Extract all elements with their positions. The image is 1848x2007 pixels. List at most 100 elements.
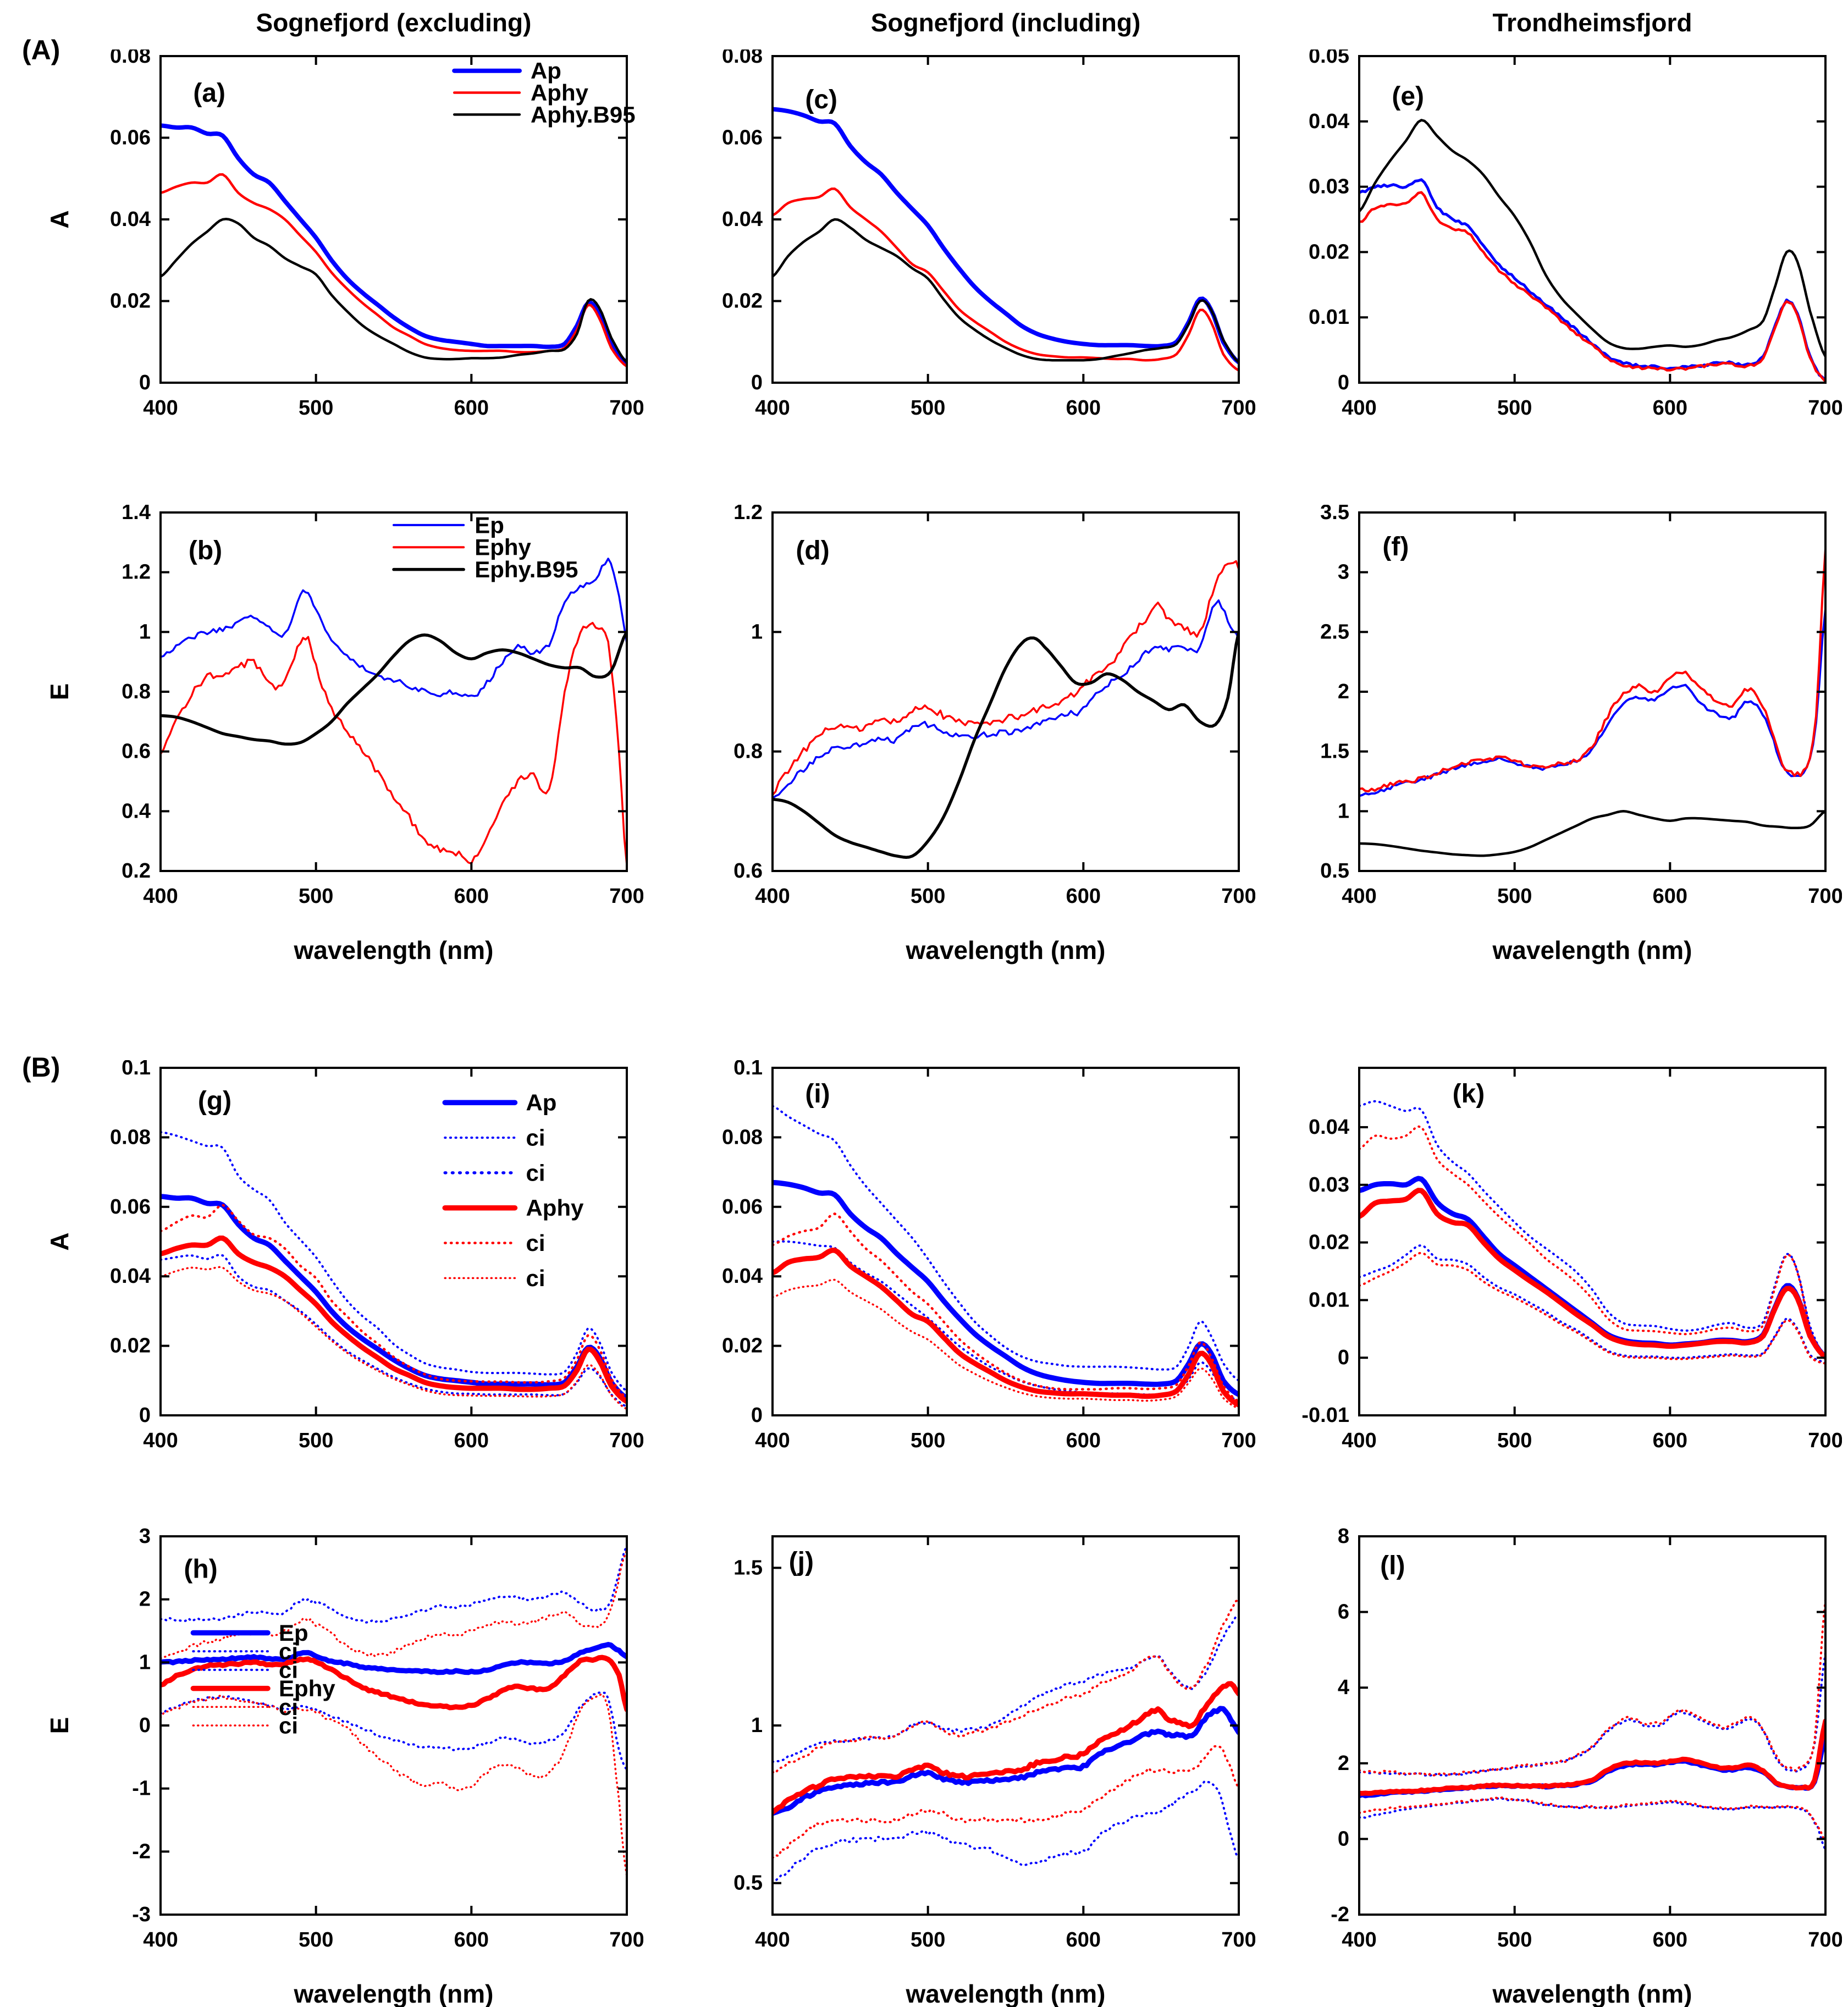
axes-box xyxy=(771,55,1240,384)
y-tick-label: -0.01 xyxy=(1301,1404,1349,1427)
series-group xyxy=(161,1131,627,1410)
series-Ap xyxy=(161,1194,627,1401)
series-group xyxy=(773,1105,1239,1410)
panel-g-absorption-ci-sognefjord-excluding: 400 500 600 700 0 0.02 0.04 0.06 0.08 0.1 A (g) Ap ci… xyxy=(27,1056,644,1484)
x-axis-label: wavelength (nm) xyxy=(1492,936,1692,964)
y-tick-label: 2.5 xyxy=(1320,620,1349,643)
panel-j-chart: 400 500 600 700 0.5 1 1.5 wavelength (nm) (j) xyxy=(733,1535,1256,2007)
y-tick-label: 0.08 xyxy=(110,1126,151,1149)
series-Ephy xyxy=(773,560,1239,796)
series-ci_upper_Ap xyxy=(1359,1100,1825,1358)
y-tick-label: 1 xyxy=(1338,800,1349,823)
legend-label: ci xyxy=(279,1713,298,1739)
x-tick-label: 700 xyxy=(609,885,643,908)
legend-label: Ap xyxy=(531,58,561,84)
legend-label: Aphy xyxy=(531,80,589,106)
series-ci_lower_Aphy xyxy=(773,1278,1239,1410)
y-tick-label: 0 xyxy=(751,1404,763,1427)
x-tick-label: 400 xyxy=(1342,396,1376,420)
y-tick-label: 0.6 xyxy=(122,740,151,763)
x-tick-label: 400 xyxy=(755,1928,790,1951)
y-axis-label: A xyxy=(45,210,74,228)
x-tick-label: 700 xyxy=(1221,396,1255,420)
series-ci_lower_Aphy xyxy=(161,1266,627,1410)
series-Ap xyxy=(161,123,627,365)
y-tick-label: 0.2 xyxy=(122,859,151,883)
series-Aphy xyxy=(1359,1188,1825,1360)
y-tick-label: 0.6 xyxy=(733,859,763,883)
panel-h-efficiency-ci-sognefjord-excluding: 400 500 600 700 -3 -2 -1 0 1 2 3 wavelength (nm) E (h… xyxy=(27,1525,644,2007)
x-axis-label: wavelength (nm) xyxy=(294,936,494,964)
y-tick-label: 4 xyxy=(1338,1676,1349,1699)
legend-label: ci xyxy=(526,1265,545,1291)
legend-label: ci xyxy=(279,1639,298,1664)
x-tick-label: 500 xyxy=(299,1928,333,1951)
y-tick-label: 0.01 xyxy=(1309,1288,1349,1311)
legend-label: ci xyxy=(279,1657,298,1683)
x-axis-label: wavelength (nm) xyxy=(906,936,1106,964)
y-tick-label: 1 xyxy=(139,620,151,643)
panel-letter: (k) xyxy=(1453,1079,1485,1109)
series-ci_upper_Ephy xyxy=(773,1598,1239,1774)
y-tick-label: 0.03 xyxy=(1309,175,1349,199)
series-group xyxy=(161,1543,627,1877)
panel-d-efficiency-sognefjord-including: 400 500 600 700 0.6 0.8 1 1.2 wavelength (nm) (d) xyxy=(639,501,1256,989)
series-ci_lower_Ephy xyxy=(773,1745,1239,1859)
series-group xyxy=(773,560,1239,859)
y-tick-label: 1.4 xyxy=(122,505,151,524)
axes-box xyxy=(1358,1535,1827,1916)
y-tick-label: 0 xyxy=(1338,371,1349,394)
y-tick-label: 0 xyxy=(139,1714,151,1737)
series-Ephy xyxy=(773,1681,1239,1815)
y-tick-label: 8 xyxy=(1338,1528,1349,1548)
y-tick-label: 0.04 xyxy=(722,208,763,231)
series-ci_upper_Aphy xyxy=(161,1204,627,1399)
y-tick-label: 0 xyxy=(1338,1346,1349,1369)
x-tick-label: 700 xyxy=(1808,885,1842,908)
series-Ep xyxy=(773,599,1239,800)
section-label-A: (A) xyxy=(22,35,60,65)
x-tick-label: 500 xyxy=(299,885,333,908)
y-tick-label: 0.02 xyxy=(110,290,151,313)
y-tick-label: 0.08 xyxy=(722,1126,763,1149)
x-tick-label: 500 xyxy=(911,1928,945,1951)
panel-a-absorption-sognefjord-excluding: 400 500 600 700 0 0.02 0.04 0.06 0.08 A (a) Ap Aphy A… xyxy=(27,45,644,451)
x-tick-label: 400 xyxy=(1342,885,1376,908)
panel-letter: (d) xyxy=(796,536,829,565)
y-tick-label: 0.02 xyxy=(722,290,763,313)
y-tick-label: 0.04 xyxy=(722,1265,763,1288)
series-group xyxy=(773,1598,1239,1884)
panel-letter: (j) xyxy=(789,1547,814,1576)
y-tick-label: 0.05 xyxy=(1309,49,1349,68)
series-Ep xyxy=(161,1642,627,1675)
y-tick-label: 0.04 xyxy=(1309,110,1349,133)
panel-f-chart: 400 500 600 700 0.5 1 1.5 2 2.5 3 3.5 wavelength (n… xyxy=(1320,501,1843,964)
y-tick-label: 0.4 xyxy=(122,800,151,823)
column-title-sognefjord-including: Sognefjord (including) xyxy=(870,8,1141,37)
series-ci_upper_Ap xyxy=(773,1105,1239,1382)
x-tick-label: 400 xyxy=(143,885,178,908)
x-tick-label: 600 xyxy=(454,396,489,420)
series-ci_upper_Ephy xyxy=(1359,1598,1825,1777)
x-tick-label: 700 xyxy=(1221,1928,1255,1951)
panel-k-absorption-ci-trondheimsfjord: 400 500 600 700 -0.01 0 0.01 0.02 0.03 0.04 (k) xyxy=(1226,1060,1843,1484)
y-tick-label: 1.5 xyxy=(1320,740,1349,763)
x-tick-label: 600 xyxy=(454,1429,489,1452)
y-tick-label: 0.02 xyxy=(1309,1231,1349,1254)
y-tick-label: 0.8 xyxy=(122,680,151,703)
legend-label: ci xyxy=(526,1230,545,1256)
axes-box xyxy=(1358,55,1827,384)
legend-label: Ephy xyxy=(475,534,531,560)
panel-letter: (c) xyxy=(805,85,837,114)
panel-letter: (e) xyxy=(1392,82,1424,111)
series-group xyxy=(161,123,627,368)
y-tick-label: 0.1 xyxy=(122,1060,151,1079)
series-ci_lower_Ephy xyxy=(1359,1796,1825,1843)
x-tick-label: 600 xyxy=(1066,1928,1101,1951)
panel-l-efficiency-ci-trondheimsfjord: 400 500 600 700 -2 0 2 4 6 8 wavelength (nm) (l) xyxy=(1226,1525,1843,2007)
series-Aphy xyxy=(161,1235,627,1404)
y-tick-label: 2 xyxy=(1338,680,1349,703)
y-axis-label: E xyxy=(45,1717,74,1734)
panel-c-chart: 400 500 600 700 0 0.02 0.04 0.06 0.08 (c) xyxy=(722,45,1256,420)
panel-i-absorption-ci-sognefjord-including: 400 500 600 700 0 0.02 0.04 0.06 0.08 0.1 (i) xyxy=(639,1056,1256,1484)
